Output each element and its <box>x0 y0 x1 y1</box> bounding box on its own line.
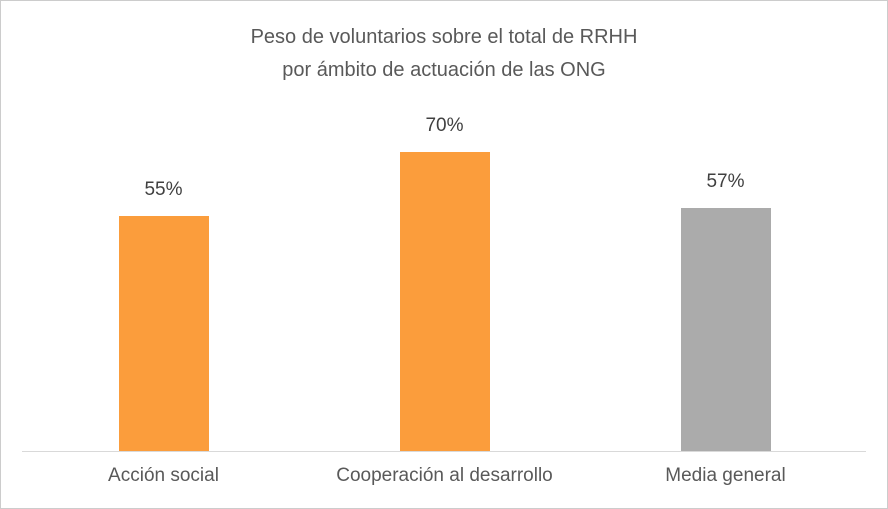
category-label: Cooperación al desarrollo <box>336 465 553 486</box>
category-label: Media general <box>665 465 786 486</box>
category-label: Acción social <box>108 465 219 486</box>
value-label: 55% <box>144 179 183 200</box>
chart-title: Peso de voluntarios sobre el total de RR… <box>1 21 887 87</box>
bar <box>399 152 490 451</box>
x-axis-line <box>22 451 866 452</box>
value-label: 70% <box>425 115 464 136</box>
bar <box>118 216 209 451</box>
bar <box>680 208 771 451</box>
chart-title-line1: Peso de voluntarios sobre el total de RR… <box>250 26 638 48</box>
value-label: 57% <box>706 171 745 192</box>
chart-title-line2: por ámbito de actuación de las ONG <box>282 59 606 81</box>
